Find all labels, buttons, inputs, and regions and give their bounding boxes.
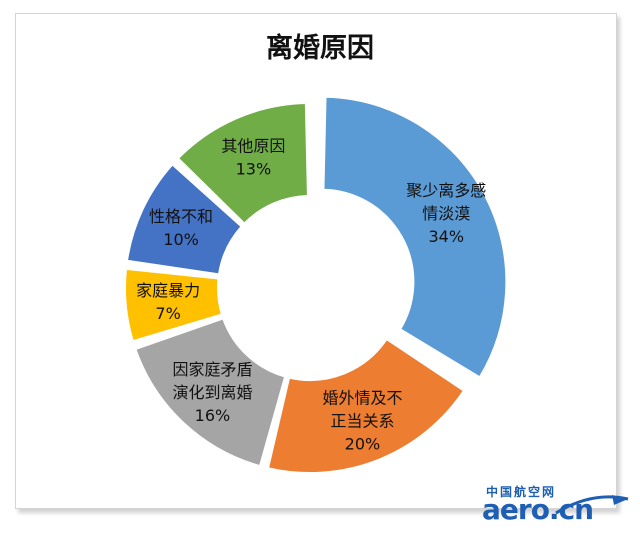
- slice-label-5: 性格不和 10%: [149, 207, 213, 249]
- slice-5: [125, 163, 243, 276]
- watermark-cn: 中国航空网: [486, 485, 557, 499]
- slice-label-6: 其他原因 13%: [221, 137, 285, 179]
- watermark-logo: 中国航空网 aero.cn: [482, 483, 632, 529]
- slice-percent: 16%: [195, 406, 231, 425]
- slice-name: 演化到离婚: [172, 383, 252, 402]
- slice-percent: 34%: [428, 227, 464, 246]
- slice-1: [322, 95, 508, 379]
- slice-name: 性格不和: [149, 207, 213, 226]
- chart-title: 离婚原因: [266, 33, 374, 64]
- slice-6: [176, 102, 309, 225]
- slice-name: 正当关系: [330, 411, 394, 430]
- slice-3: [134, 317, 287, 468]
- slice-percent: 20%: [345, 434, 381, 453]
- slice-label-4: 家庭暴力 7%: [136, 281, 200, 323]
- slice-name: 聚少离多感: [406, 181, 486, 200]
- watermark-en: aero.cn: [482, 493, 594, 526]
- slice-name: 家庭暴力: [136, 281, 200, 300]
- slice-percent: 13%: [236, 160, 272, 179]
- slice-4: [124, 267, 224, 343]
- slice-name: 其他原因: [221, 137, 285, 156]
- slice-name: 情淡漠: [422, 204, 470, 223]
- slice-name: 因家庭矛盾: [172, 360, 252, 379]
- slice-2: [266, 337, 466, 474]
- slice-percent: 10%: [163, 230, 199, 249]
- swoosh-icon: [555, 495, 629, 515]
- slice-percent: 7%: [155, 304, 180, 323]
- slice-name: 婚外情及不: [322, 388, 402, 407]
